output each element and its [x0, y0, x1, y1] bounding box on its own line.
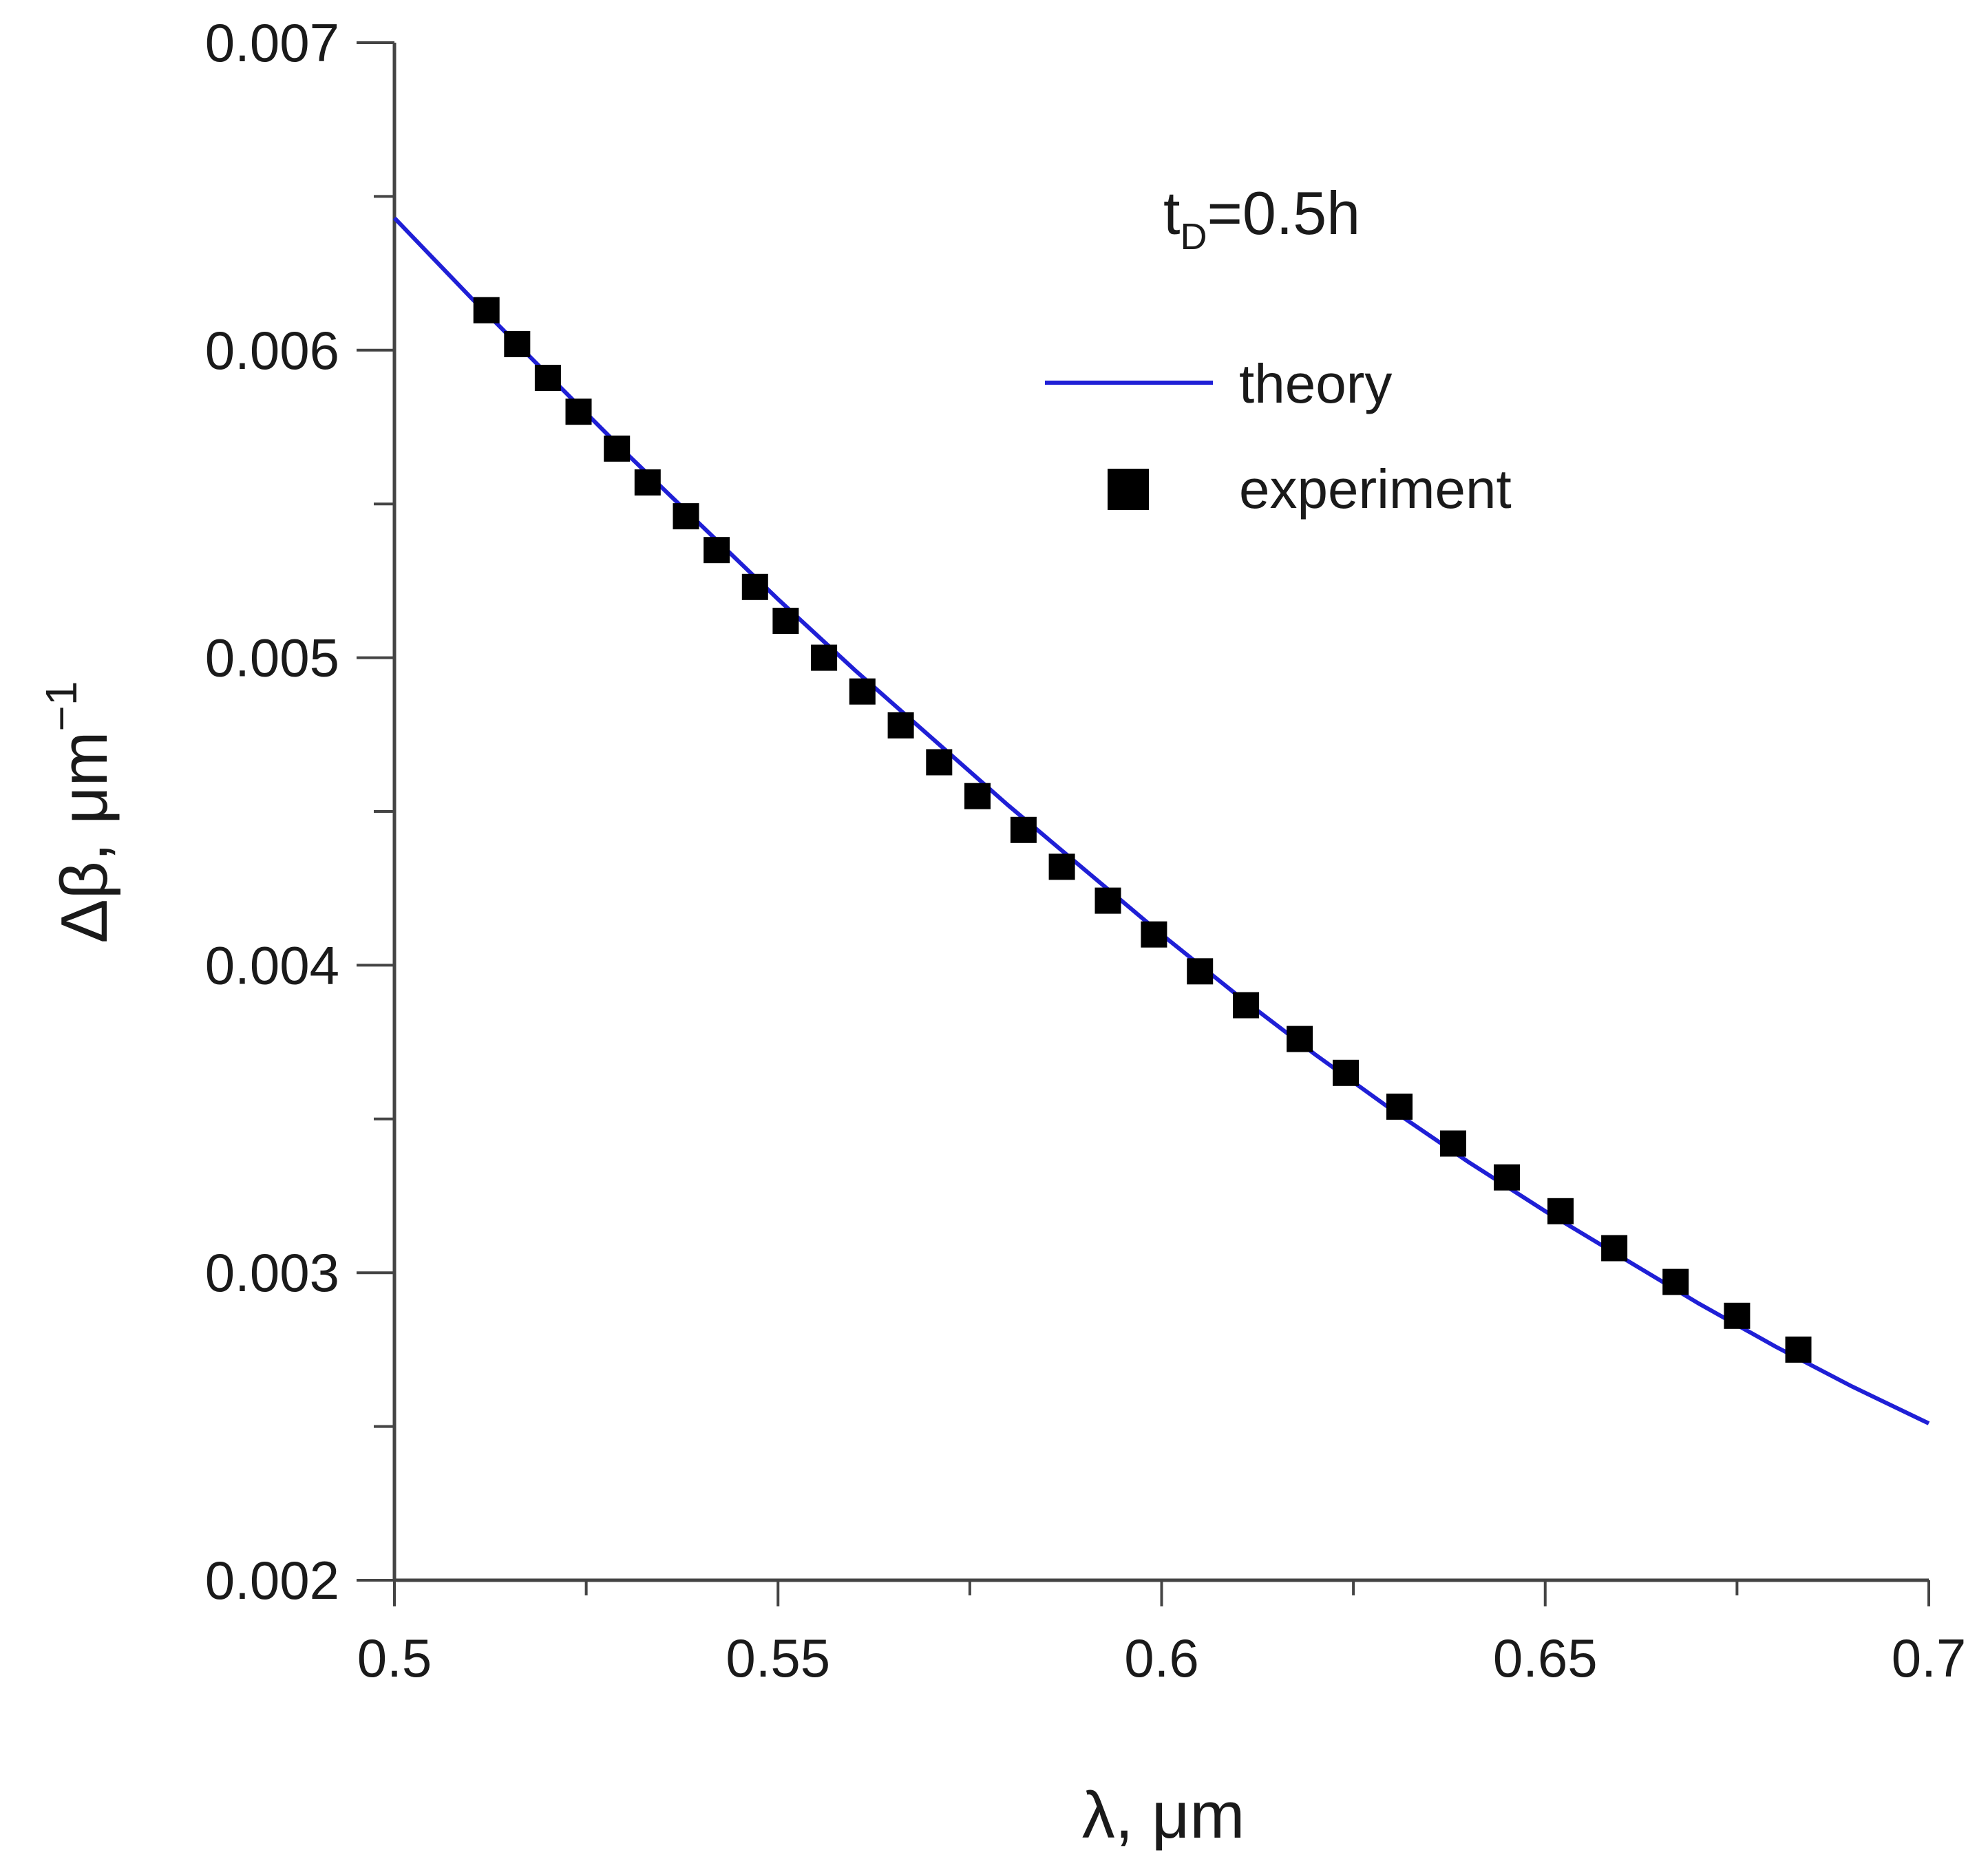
experiment-marker	[1440, 1130, 1466, 1157]
y-tick-label: 0.003	[205, 1242, 339, 1303]
experiment-marker	[673, 503, 699, 530]
x-tick-label: 0.6	[1124, 1628, 1198, 1688]
experiment-marker	[1010, 816, 1037, 843]
experiment-marker	[704, 537, 730, 564]
x-tick-labels: 0.5 0.55 0.6 0.65 0.7	[357, 1628, 1966, 1688]
experiment-marker	[741, 573, 768, 600]
y-tick-label: 0.006	[205, 320, 339, 381]
experiment-marker	[1287, 1026, 1313, 1052]
x-tick-label: 0.55	[726, 1628, 830, 1688]
x-ticks	[393, 1580, 1930, 1606]
experiment-marker	[634, 469, 661, 496]
x-tick-label: 0.65	[1493, 1628, 1598, 1688]
experiment-marker	[1601, 1235, 1628, 1262]
y-axis-title-sup: −1	[36, 681, 86, 732]
experiment-marker	[1494, 1164, 1520, 1191]
experiment-marker	[772, 608, 799, 634]
experiment-marker	[1724, 1302, 1751, 1329]
y-axis-title: Δβ, μm−1	[36, 681, 121, 944]
experiment-marker	[1048, 853, 1075, 880]
experiment-marker	[1095, 887, 1121, 914]
experiment-marker	[1662, 1268, 1689, 1295]
y-axis-title-group: Δβ, μm−1	[36, 681, 121, 944]
legend-theory-label: theory	[1239, 353, 1392, 414]
experiment-marker	[473, 297, 500, 323]
legend-experiment-label: experiment	[1239, 458, 1512, 520]
y-tick-label: 0.002	[205, 1550, 339, 1611]
experiment-marker	[849, 678, 876, 705]
experiment-marker	[504, 330, 531, 357]
experiment-marker	[1785, 1336, 1812, 1363]
experiment-marker	[1233, 992, 1260, 1019]
legend: theory experiment	[1045, 353, 1512, 520]
experiment-marker	[887, 712, 914, 739]
experiment-marker	[811, 644, 838, 671]
experiment-marker	[1386, 1093, 1413, 1120]
experiment-marker	[1141, 921, 1167, 948]
y-tick-labels: 0.002 0.003 0.004 0.005 0.006 0.007	[205, 12, 339, 1611]
experiment-marker	[1547, 1198, 1574, 1224]
experiment-marker	[604, 435, 631, 462]
annotation-rest: =0.5h	[1207, 179, 1360, 247]
x-tick-label: 0.5	[357, 1628, 432, 1688]
experiment-marker	[1187, 958, 1214, 985]
experiment-markers	[473, 297, 1812, 1363]
y-tick-label: 0.007	[205, 12, 339, 73]
experiment-marker	[926, 749, 953, 776]
experiment-marker	[964, 783, 991, 809]
y-axis-title-main: Δβ, μm	[47, 732, 121, 944]
x-axis-title: λ, μm	[1082, 1778, 1245, 1852]
theory-series-line	[392, 216, 1930, 1425]
experiment-marker	[565, 399, 592, 425]
annotation-subscript: D	[1180, 216, 1207, 257]
experiment-marker	[534, 365, 561, 391]
annotation-main: t	[1163, 179, 1180, 247]
x-tick-label: 0.7	[1892, 1628, 1966, 1688]
y-tick-label: 0.005	[205, 628, 339, 688]
legend-experiment-swatch	[1108, 469, 1149, 510]
condition-annotation: tD=0.5h	[1163, 179, 1360, 257]
y-ticks	[357, 41, 394, 1582]
y-tick-label: 0.004	[205, 935, 339, 995]
experiment-marker	[1333, 1059, 1359, 1086]
